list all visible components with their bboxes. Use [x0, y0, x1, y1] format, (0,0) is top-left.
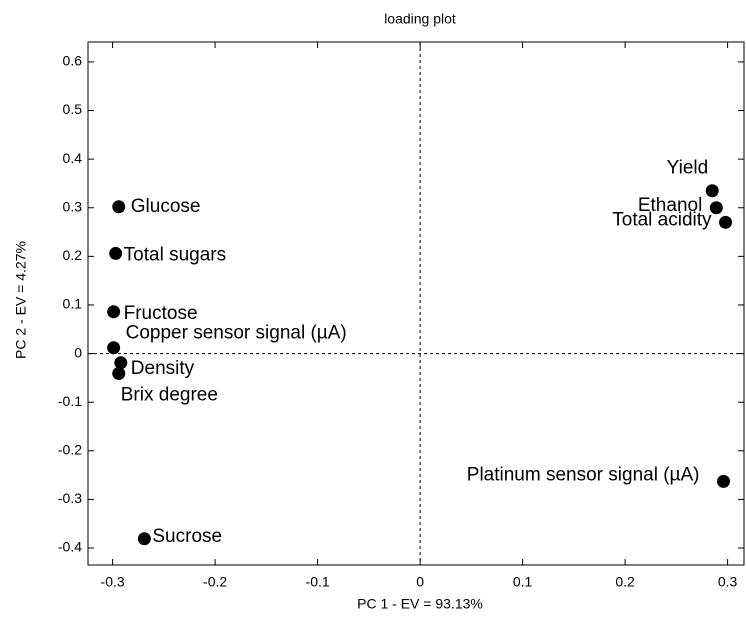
point — [137, 532, 151, 546]
y-tick-label: 0.6 — [63, 53, 83, 69]
y-tick-label: 0.4 — [63, 150, 83, 166]
y-tick-label: 0 — [74, 344, 82, 360]
y-tick-label: 0.2 — [63, 247, 83, 263]
y-tick-label: -0.4 — [58, 539, 82, 555]
point — [109, 246, 123, 260]
point-label: Total acidity — [612, 209, 712, 230]
y-tick-label: 0.5 — [63, 101, 83, 117]
x-tick-label: 0.3 — [718, 574, 738, 590]
point-label: Ethanol — [638, 195, 702, 216]
point — [719, 215, 733, 229]
point — [112, 200, 126, 214]
point — [717, 474, 730, 488]
point — [107, 341, 121, 355]
x-tick-label: 0 — [416, 574, 424, 590]
x-axis-label: PC 1 - EV = 93.13% — [357, 596, 483, 612]
x-tick-label: 0.1 — [513, 574, 533, 590]
point — [114, 356, 128, 370]
y-tick-label: -0.1 — [58, 393, 82, 409]
point-label: Glucose — [131, 196, 201, 217]
point — [112, 366, 126, 380]
point-label: Brix degree — [121, 385, 218, 406]
point-label: Density — [131, 358, 195, 379]
point-label: Platinum sensor signal (µA) — [467, 464, 700, 485]
point-label: Copper sensor signal (µA) — [126, 323, 347, 344]
point-label: Total sugars — [124, 244, 226, 265]
point — [709, 201, 723, 215]
y-tick-label: 0.1 — [63, 296, 83, 312]
y-tick-label: 0.3 — [63, 198, 83, 214]
y-axis-label: PC 2 - EV = 4.27% — [13, 241, 29, 359]
point-label: Yield — [667, 158, 709, 179]
x-tick-label: -0.3 — [101, 574, 125, 590]
x-tick-label: -0.1 — [306, 574, 330, 590]
point-label: Fructose — [124, 303, 198, 324]
x-tick-label: 0.2 — [615, 574, 635, 590]
plot-frame — [87, 41, 745, 566]
x-tick-label: -0.2 — [203, 574, 227, 590]
point — [107, 305, 121, 319]
point — [705, 184, 719, 198]
y-tick-label: -0.2 — [58, 441, 82, 457]
chart-title: loading plot — [384, 11, 456, 27]
point-label: Sucrose — [152, 526, 222, 547]
y-tick-label: -0.3 — [58, 490, 82, 506]
